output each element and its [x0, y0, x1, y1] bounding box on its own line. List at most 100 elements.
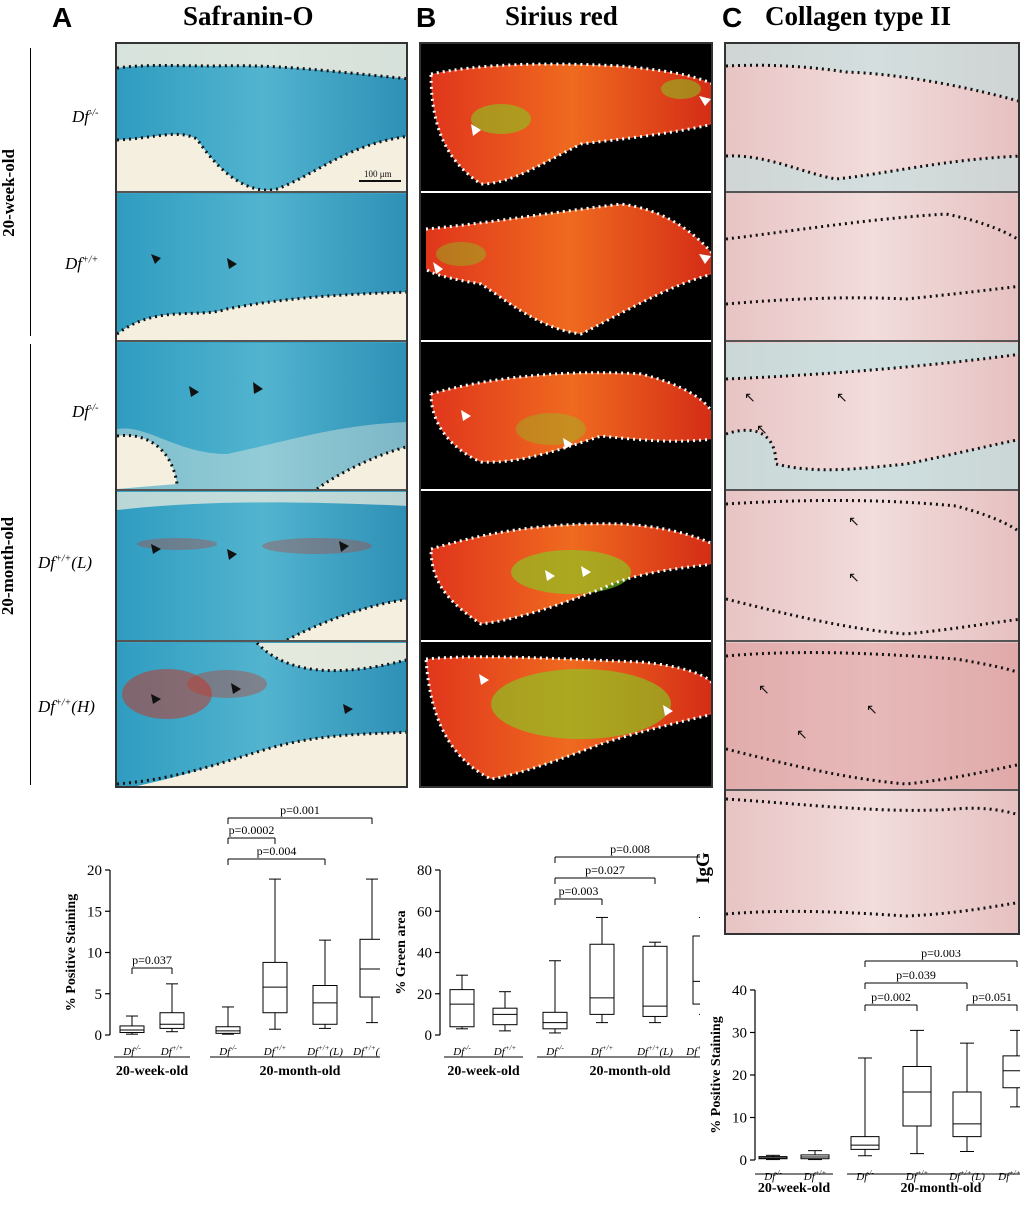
y-tick-label: 10	[732, 1111, 747, 1127]
scale-bar-label: 100 μm	[364, 169, 392, 179]
group-label: 20-week-old	[447, 1064, 520, 1079]
x-category-sup: +/+	[172, 1044, 184, 1052]
p-value-label: p=0.0002	[229, 823, 275, 837]
box-body	[642, 945, 668, 1017]
arrow-marker-5: ↖	[848, 571, 860, 586]
group-label: 20-week-old	[116, 1064, 189, 1079]
x-category-base: Df	[352, 1046, 366, 1058]
x-category-sup: +/+	[917, 1169, 929, 1177]
x-category-base: Df	[122, 1046, 136, 1058]
p-value-label: p=0.003	[559, 884, 599, 898]
box-body	[119, 1025, 145, 1034]
x-category-base: Df	[263, 1046, 277, 1058]
panel-title-sirius: Sirius red	[505, 1, 618, 31]
x-category-base: Df	[452, 1046, 466, 1058]
row-label-3: Df-/-	[72, 402, 98, 422]
panel-letter-c: C	[722, 2, 743, 33]
x-category-label: Df+/+(L)	[636, 1044, 673, 1058]
x-category-base: Df	[590, 1046, 604, 1058]
box-body	[902, 1066, 932, 1127]
sirius-micrographs	[421, 62, 711, 781]
row-label-3-base: Df	[72, 402, 89, 421]
box-body	[312, 985, 338, 1025]
x-category-label: Df+/+(L)	[306, 1044, 343, 1058]
y-tick-label: 60	[417, 904, 432, 920]
y-tick-label: 0	[95, 1028, 103, 1044]
arrow-marker-6: ↖	[758, 683, 770, 698]
x-category-label: Df+/+(H)	[352, 1044, 380, 1058]
age-label-old: 20-month-old	[0, 516, 17, 616]
x-category-sup: +/+	[815, 1169, 827, 1177]
safranin-image-column: 100 μm	[115, 42, 408, 788]
y-tick-label: 40	[417, 946, 432, 962]
row-label-4-suffix: (L)	[71, 553, 93, 572]
p-value-label: p=0.001	[280, 803, 320, 817]
p-value-label: p=0.051	[972, 990, 1012, 1004]
p-value-label: p=0.004	[257, 844, 297, 858]
row-label-3-sup: -/-	[89, 402, 99, 414]
row-label-1: Df-/-	[72, 107, 98, 127]
row-label-1-base: Df	[72, 107, 89, 126]
box-body	[542, 1011, 568, 1030]
x-category-sup: -/-	[134, 1044, 141, 1052]
y-tick-label: 40	[732, 983, 747, 999]
row-label-2-base: Df	[65, 254, 82, 273]
p-value-label: p=0.008	[610, 842, 650, 856]
collagen-micrographs: ↖ ↖ ↖ ↖ ↖ ↖ ↖ ↖	[726, 44, 1018, 933]
y-tick-label: 20	[87, 863, 102, 879]
p-value-label: p=0.003	[921, 950, 961, 960]
row-label-5-base: Df	[38, 697, 55, 716]
x-category-sup: -/-	[557, 1044, 564, 1052]
p-value-label: p=0.002	[871, 990, 911, 1004]
arrow-marker-3: ↖	[836, 391, 848, 406]
x-category-sup: +/+	[1009, 1169, 1020, 1177]
panel-title-collagen: Collagen type II	[765, 1, 952, 31]
row-label-5-sup: +/+	[55, 697, 72, 709]
box-body	[359, 938, 380, 998]
x-category-sup: +/+	[275, 1044, 287, 1052]
x-category-sup: +/+	[318, 1044, 330, 1052]
box-body	[492, 1007, 518, 1026]
y-tick-label: 20	[732, 1068, 747, 1084]
p-value-label: p=0.037	[132, 953, 172, 967]
y-tick-label: 0	[425, 1028, 433, 1044]
panel-letter-b: B	[416, 2, 437, 33]
box-body	[850, 1136, 880, 1150]
x-category-label: Df+/+(H)	[685, 1044, 700, 1058]
x-category-sup: +/+	[960, 1169, 972, 1177]
age-divider-old	[30, 344, 31, 785]
arrow-marker-1: ↖	[744, 391, 756, 406]
x-category-sup: +/+	[648, 1044, 660, 1052]
arrow-marker-8: ↖	[866, 703, 878, 718]
x-category-label: Df+/+	[590, 1044, 614, 1058]
x-category-base: Df	[218, 1046, 232, 1058]
y-tick-label: 15	[87, 904, 102, 920]
x-category-label: Df+/+	[160, 1044, 184, 1058]
group-label: 20-month-old	[260, 1064, 341, 1079]
x-category-suffix: (H)	[376, 1046, 380, 1058]
x-category-sup: -/-	[230, 1044, 237, 1052]
x-category-suffix: (L)	[659, 1046, 673, 1058]
x-category-sup: +/+	[697, 1044, 700, 1052]
arrow-marker-7: ↖	[796, 728, 808, 743]
group-label: 20-month-old	[901, 1181, 982, 1196]
p-value-label: p=0.039	[896, 968, 936, 982]
box-body	[215, 1026, 241, 1034]
collagen-image-column: ↖ ↖ ↖ ↖ ↖ ↖ ↖ ↖	[724, 42, 1020, 935]
row-label-4: Df+/+(L)	[38, 553, 92, 573]
x-category-sup: +/+	[505, 1044, 517, 1052]
y-tick-label: 0	[740, 1153, 748, 1169]
p-value-label: p=0.027	[585, 863, 625, 877]
x-category-sup: +/+	[364, 1044, 376, 1052]
group-label: 20-week-old	[758, 1181, 831, 1196]
row-label-4-sup: +/+	[55, 553, 72, 565]
row-label-2-sup: +/+	[82, 254, 99, 266]
box-body	[952, 1091, 982, 1138]
y-axis-label: % Positive Staining	[64, 894, 79, 1011]
x-category-base: Df	[160, 1046, 174, 1058]
x-category-base: Df	[636, 1046, 650, 1058]
x-category-base: Df	[493, 1046, 507, 1058]
